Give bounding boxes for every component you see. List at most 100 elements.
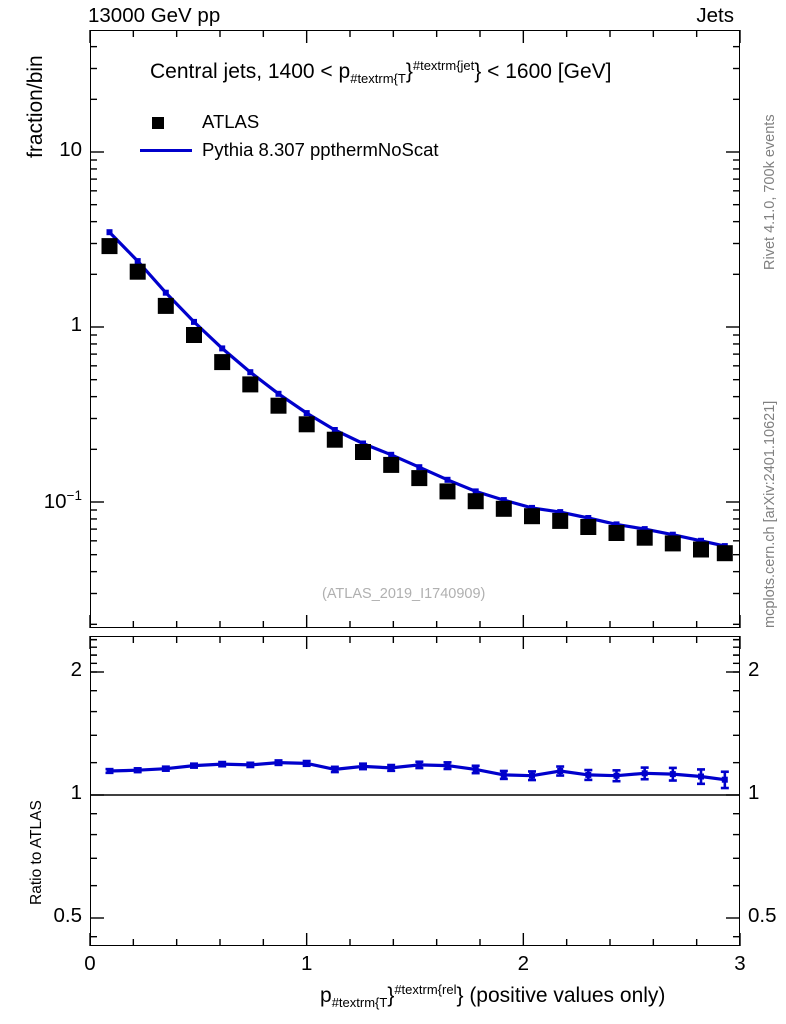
plot-title-sup: #textrm{jet	[412, 58, 475, 73]
analysis-id-watermark: (ATLAS_2019_I1740909)	[322, 586, 486, 602]
pythia-point	[360, 440, 366, 447]
ratio-point	[500, 771, 507, 778]
pythia-point	[641, 526, 648, 533]
pythia-point	[500, 497, 507, 504]
pythia-point	[698, 537, 704, 544]
ratio-y-tick-label: 2	[70, 657, 82, 681]
pythia-point	[472, 488, 479, 495]
pythia-point	[444, 476, 451, 483]
ratio-y-tick-label-right: 1	[748, 781, 760, 804]
atlas-data-marker	[664, 535, 681, 552]
ratio-point	[641, 770, 648, 777]
ratio-point	[162, 765, 169, 772]
ratio-point	[303, 760, 310, 767]
ratio-y-axis-title: Ratio to ATLAS	[28, 800, 45, 905]
legend-marker-square-icon	[140, 108, 190, 136]
pythia-point	[331, 427, 338, 433]
ratio-point	[585, 771, 592, 778]
pythia-point	[557, 509, 564, 516]
ratio-point	[219, 761, 226, 768]
x-axis-title-sup: #textrm{rel	[394, 982, 457, 997]
mcplots-reference-label: mcplots.cern.ch [arXiv:2401.10621]	[762, 400, 778, 628]
atlas-data-marker	[270, 397, 287, 414]
x-tick-label: 0	[84, 952, 96, 975]
plot-title-mid: }	[405, 60, 413, 83]
pythia-point	[416, 464, 423, 471]
atlas-data-marker	[298, 416, 315, 433]
main-y-tick-label: 10−1	[43, 488, 82, 513]
atlas-data-marker	[129, 263, 146, 280]
ratio-point	[721, 776, 728, 783]
ratio-point	[669, 771, 676, 778]
atlas-data-marker	[608, 525, 625, 541]
atlas-data-marker	[439, 483, 456, 500]
pythia-point	[275, 390, 282, 397]
ratio-point	[557, 768, 564, 774]
plot-title: Central jets, 1400 < p#textrm{T}#textrm{…	[150, 58, 611, 86]
atlas-data-marker	[636, 529, 653, 546]
main-plot-frame	[90, 30, 740, 628]
x-axis-title-pre: p	[320, 984, 332, 1007]
header-category-label: Jets	[696, 4, 734, 27]
ratio-y-tick-label-right: 2	[748, 657, 760, 681]
main-y-tick-label: 1	[70, 313, 82, 336]
ratio-y-tick-label: 1	[70, 781, 82, 804]
x-tick-label: 3	[734, 952, 746, 975]
pythia-point	[669, 531, 676, 538]
ratio-plot-frame	[90, 636, 740, 946]
legend-label-atlas: ATLAS	[202, 111, 260, 132]
atlas-data-marker	[411, 470, 428, 487]
ratio-point	[247, 761, 254, 768]
ratio-y-tick-label-right: 0.5	[748, 904, 777, 927]
pythia-curve	[108, 231, 726, 548]
ratio-point	[388, 764, 395, 771]
atlas-data-marker	[495, 500, 512, 517]
atlas-data-marker	[157, 297, 174, 314]
ratio-point	[472, 766, 479, 773]
header-beam-label: 13000 GeV pp	[88, 4, 221, 27]
pythia-point	[388, 451, 395, 458]
ratio-point	[613, 772, 620, 779]
x-axis-title-mid: }	[387, 984, 395, 1007]
ratio-point	[360, 763, 366, 770]
legend-marker-line-icon	[140, 136, 192, 164]
ratio-point	[416, 761, 423, 768]
pythia-point	[162, 289, 169, 296]
ratio-point	[529, 772, 535, 779]
pythia-point	[191, 318, 197, 325]
pythia-point	[219, 345, 226, 352]
x-axis-title-post: } (positive values only)	[456, 984, 666, 1007]
atlas-data-marker	[716, 545, 733, 562]
x-tick-label: 2	[517, 952, 530, 975]
ratio-point	[444, 762, 451, 769]
ratio-point	[191, 762, 197, 769]
pythia-point	[529, 504, 535, 511]
pythia-point	[106, 229, 113, 236]
ratio-point	[106, 768, 113, 774]
atlas-data-marker	[186, 327, 202, 343]
pythia-point	[613, 521, 620, 528]
legend-label-pythia: Pythia 8.307 ppthermNoScat	[202, 139, 439, 160]
plot-title-sub: #textrm{T	[350, 71, 406, 87]
pythia-point	[247, 369, 254, 376]
atlas-data-marker	[101, 238, 118, 255]
main-y-tick-label: 10	[59, 138, 82, 161]
pythia-point	[134, 258, 141, 265]
x-axis-title: p#textrm{T}#textrm{rel} (positive values…	[320, 982, 665, 1010]
ratio-y-tick-label: 0.5	[53, 904, 83, 927]
plot-title-pre: Central jets, 1400 < p	[150, 60, 351, 83]
atlas-data-marker	[467, 493, 484, 510]
ratio-point	[275, 759, 282, 766]
x-axis-title-sub: #textrm{T	[331, 995, 388, 1011]
atlas-data-marker	[552, 512, 569, 529]
atlas-data-marker	[355, 444, 371, 460]
ratio-point	[698, 773, 704, 780]
ratio-point	[331, 766, 338, 773]
atlas-data-marker	[580, 519, 597, 535]
atlas-data-marker	[383, 456, 400, 473]
plot-title-post: } < 1600 [GeV]	[474, 60, 612, 83]
atlas-data-marker	[214, 354, 231, 371]
pythia-point	[303, 410, 310, 417]
atlas-data-marker	[524, 508, 540, 525]
